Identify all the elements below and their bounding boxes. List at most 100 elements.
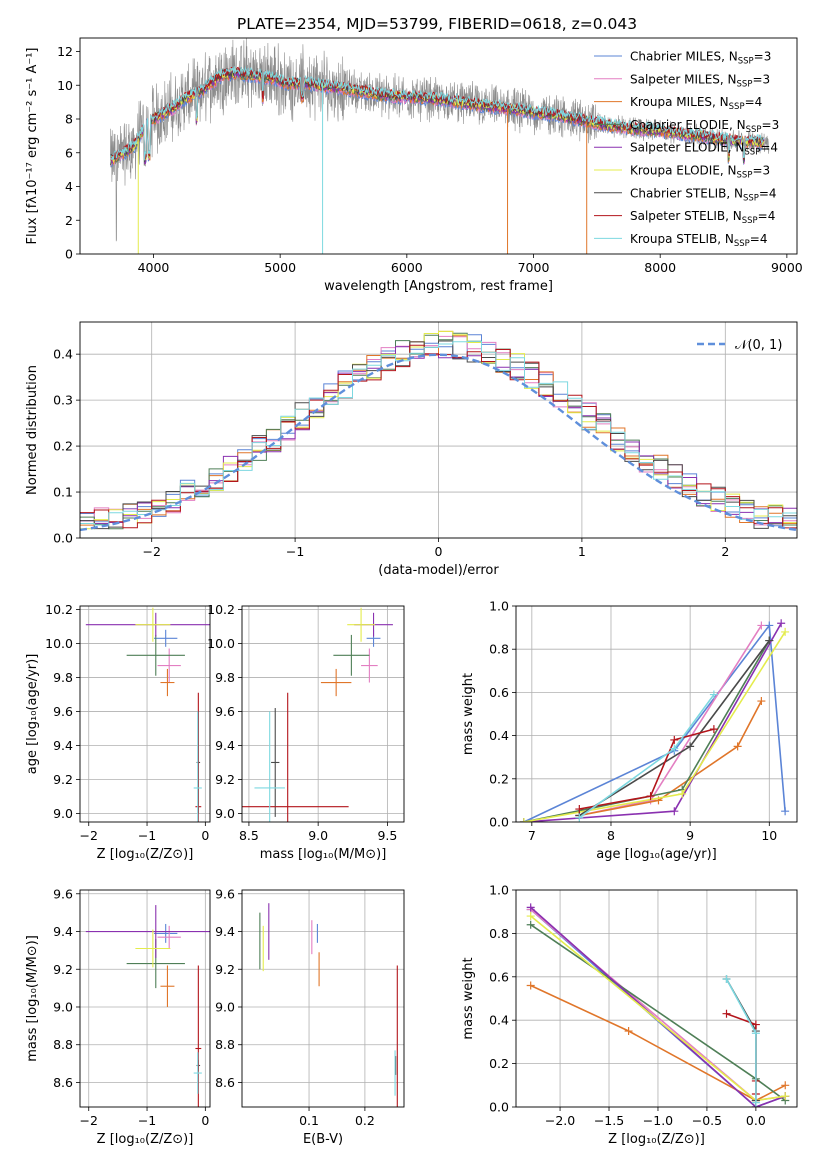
errorbar-point — [157, 925, 181, 949]
mass-weight-marker — [519, 818, 528, 822]
legend-label: 𝒩(0, 1) — [735, 338, 782, 353]
mass-weight-marker — [709, 690, 718, 699]
mass-weight-marker — [526, 920, 535, 929]
mass-weight-marker — [722, 1009, 731, 1018]
panel-mass-vs-Z: −2 −1 0 8.6 8.8 9.0 9.2 9.4 9.6 Z [log₁₀(Z/Z⊙)] ma… — [25, 886, 211, 1147]
x-tick-label: 7 — [528, 828, 536, 843]
x-tick-label: −2 — [142, 544, 160, 559]
x-axis-label: E(B-V) — [303, 1132, 343, 1147]
mass-weight-marker — [722, 974, 731, 983]
x-axis-label: age [log₁₀(age/yr)] — [596, 847, 717, 862]
x-axis-label: (data-model)/error — [378, 563, 499, 578]
y-tick-label: 8.6 — [215, 1075, 235, 1090]
y-axis-label: Flux [fλ10⁻¹⁷ erg cm⁻² s⁻¹ A⁻¹] — [25, 48, 40, 245]
errorbar-point — [271, 708, 280, 817]
model-spectrum-line — [109, 65, 765, 161]
y-tick-label: 8.8 — [53, 1037, 73, 1052]
x-tick-label: 0.0 — [746, 1113, 766, 1128]
mass-weight-marker — [751, 1029, 760, 1038]
x-tick-label: −1 — [138, 828, 156, 843]
x-axis-label: Z [log₁₀(Z/Z⊙)] — [97, 1132, 194, 1147]
axes-frame — [79, 37, 798, 255]
mass-weight-line — [579, 700, 763, 817]
mass-weight-marker — [646, 792, 655, 801]
x-tick-label: 2 — [721, 544, 729, 559]
errorbar-point — [85, 905, 210, 958]
x-tick-label: 0.2 — [355, 1113, 375, 1128]
y-tick-label: 9.6 — [215, 704, 235, 719]
y-tick-label: 6 — [65, 145, 73, 160]
y-tick-label: 9.6 — [53, 886, 73, 901]
x-tick-label: 9 — [686, 828, 694, 843]
errorbar-point — [154, 923, 178, 943]
x-tick-label: 9000 — [771, 260, 803, 275]
x-tick-label: 8.5 — [239, 828, 259, 843]
mass-weight-marker — [709, 725, 718, 734]
mass-weight-marker — [670, 807, 679, 816]
x-tick-label: 0 — [201, 828, 209, 843]
x-tick-label: 0.1 — [299, 1113, 319, 1128]
y-tick-label: 8 — [65, 112, 73, 127]
plot-area — [85, 607, 210, 822]
legend-label: Salpeter STELIB, NSSP=4 — [630, 209, 775, 226]
mass-weight-line — [579, 728, 715, 810]
y-axis-label: mass [log₁₀(M/M⊙)] — [25, 935, 40, 1062]
mass-weight-marker — [781, 1092, 790, 1101]
errorbar-point — [320, 668, 352, 697]
legend-label: Chabrier ELODIE, NSSP=3 — [630, 118, 779, 135]
axes-frame — [79, 605, 211, 823]
legend-label: Kroupa STELIB, NSSP=4 — [630, 232, 768, 249]
axes-frame — [79, 889, 211, 1108]
y-tick-label: 9.2 — [53, 962, 73, 977]
y-tick-label: 0.2 — [53, 439, 73, 454]
mass-weight-marker — [670, 744, 679, 753]
mass-weight-marker — [575, 813, 584, 822]
y-axis-label: mass weight — [461, 673, 476, 755]
plot-area — [259, 903, 398, 1107]
x-tick-label: 8000 — [644, 260, 676, 275]
figure-title: PLATE=2354, MJD=53799, FIBERID=0618, z=0… — [237, 15, 637, 33]
y-tick-label: 9.0 — [215, 999, 235, 1014]
errorbar-point — [154, 629, 178, 647]
errorbar-point — [195, 965, 202, 1107]
y-tick-label: 10.2 — [207, 602, 235, 617]
plot-area — [526, 903, 790, 1107]
x-tick-label: 6000 — [391, 260, 423, 275]
y-tick-label: 9.8 — [53, 670, 73, 685]
y-tick-label: 1.0 — [489, 599, 509, 614]
mass-weight-marker — [733, 742, 742, 751]
errorbar-point — [242, 692, 349, 822]
panel-age-vs-Z: −2 −1 0 9.0 9.2 9.4 9.6 9.8 10.0 10.2 Z [log₁₀(Z/Z… — [25, 602, 211, 862]
mass-weight-marker — [678, 789, 687, 798]
errorbar-point — [254, 711, 285, 822]
x-tick-label: −1.0 — [643, 1113, 673, 1128]
axes-frame — [241, 889, 405, 1108]
y-tick-label: 10 — [57, 78, 73, 93]
mass-weight-marker — [757, 697, 766, 706]
axes-frame — [241, 605, 405, 823]
mass-weight-marker — [686, 742, 695, 751]
x-tick-label: −2 — [80, 828, 98, 843]
y-tick-label: 0.0 — [489, 815, 509, 830]
panel-age-vs-mass: 8.5 9.0 9.5 9.0 9.2 9.4 9.6 9.8 10.0 10.2 mass [lo… — [207, 602, 405, 862]
y-tick-label: 0.3 — [53, 393, 73, 408]
axes-frame — [515, 605, 798, 823]
errorbar-point — [195, 692, 202, 822]
mass-weight-marker — [575, 805, 584, 814]
y-tick-label: 9.0 — [215, 806, 235, 821]
plot-area — [85, 905, 210, 1107]
x-tick-label: 0 — [201, 1113, 209, 1128]
y-tick-label: 0.4 — [489, 1013, 509, 1028]
panel-residuals: −2 −1 0 1 2 0.0 0.1 0.2 0.3 0.4 (data-model)/error… — [25, 321, 798, 578]
y-tick-label: 0.2 — [489, 1056, 509, 1071]
normal-curve — [80, 353, 797, 532]
errorbar-point — [193, 711, 202, 822]
y-tick-label: 10.0 — [207, 636, 235, 651]
y-tick-label: 9.4 — [215, 738, 235, 753]
plot-area — [242, 607, 393, 822]
residual-histogram — [80, 332, 797, 530]
errorbar-point — [160, 965, 175, 1007]
y-tick-label: 9.2 — [215, 772, 235, 787]
mass-weight-marker — [624, 1027, 633, 1036]
